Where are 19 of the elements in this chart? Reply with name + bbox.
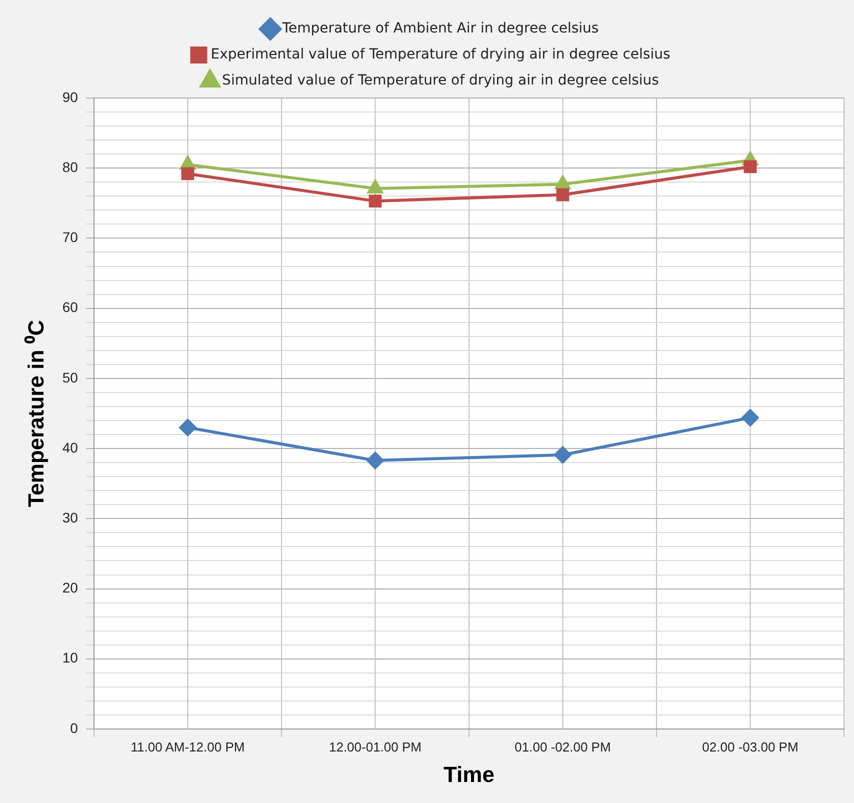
y-tick-label: 90 [62,88,78,105]
y-tick-label: 0 [70,720,78,736]
legend-label: Experimental value of Temperature of drying air in degree celsius [210,46,670,63]
legend-label: Simulated value of Temperature of drying air in degree celsius [222,72,659,89]
y-tick-label: 60 [62,299,78,316]
y-tick-label: 70 [62,229,78,246]
y-tick-label: 30 [62,510,78,526]
x-tick-label: 02.00 -03.00 PM [702,739,798,754]
x-tick-label: 11.00 AM-12.00 PM [130,739,245,754]
y-axis-title: Temperature in ⁰C [23,320,48,508]
x-tick-label: 12.00-01.00 PM [328,739,422,754]
x-tick-label: 01.00 -02.00 PM [514,739,611,754]
x-axis-title: Time [444,762,494,787]
legend-label: Temperature of Ambient Air in degree celsius [281,20,599,37]
y-tick-label: 80 [62,158,78,175]
y-tick-label: 40 [62,439,78,456]
y-tick-label: 20 [62,580,78,596]
y-tick-label: 10 [62,650,78,666]
y-tick-label: 50 [62,369,78,386]
